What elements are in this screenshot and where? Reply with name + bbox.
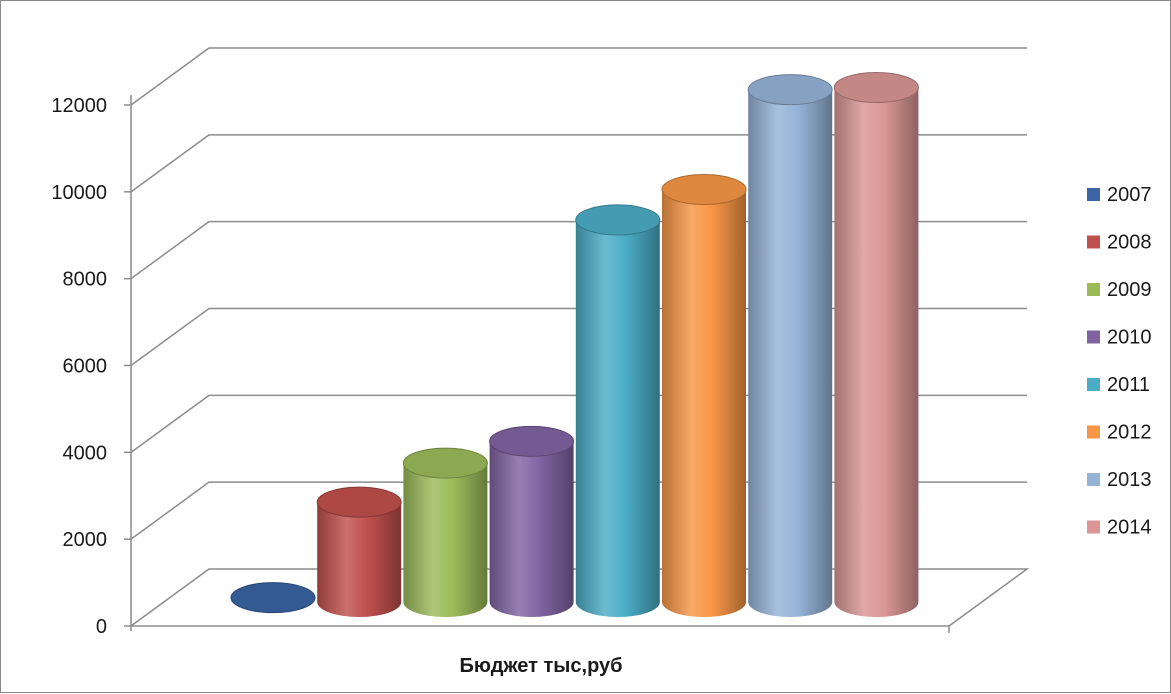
legend-item: 2011: [1087, 374, 1150, 396]
bar-body: [748, 89, 833, 618]
bar: [661, 174, 747, 617]
bar-body: [489, 441, 574, 617]
legend-item: 2012: [1087, 422, 1152, 444]
y-tick-label: 2000: [63, 529, 108, 551]
bar: [316, 486, 402, 618]
bar: [402, 447, 488, 618]
bar-top: [747, 74, 833, 106]
legend-swatch: [1087, 283, 1100, 296]
y-tick-label: 8000: [63, 269, 108, 291]
y-tick-label: 0: [96, 616, 107, 638]
bar: [575, 204, 661, 618]
legend-label: 2008: [1107, 232, 1152, 254]
y-tick-label: 12000: [51, 95, 107, 117]
bar-top: [833, 72, 919, 104]
legend-item: 2008: [1087, 232, 1152, 254]
y-tick-label: 10000: [51, 182, 107, 204]
bar-top: [489, 425, 575, 457]
legend-label: 2012: [1107, 422, 1152, 444]
legend-item: 2009: [1087, 279, 1152, 301]
bar-top: [575, 204, 661, 236]
legend-label: 2014: [1107, 517, 1152, 539]
bars: [230, 72, 919, 618]
legend-swatch: [1087, 188, 1100, 201]
bar: [833, 72, 919, 618]
bar-body: [403, 463, 488, 618]
legend-item: 2007: [1087, 184, 1152, 206]
legend-swatch: [1087, 520, 1100, 534]
legend-swatch: [1087, 378, 1100, 391]
legend-label: 2011: [1107, 374, 1150, 396]
bar-body: [662, 189, 746, 617]
bar-body: [317, 502, 402, 618]
bar-body: [834, 87, 919, 618]
legend: 2007 2008 2009 2010 2011 2012 2013 2014: [1087, 184, 1152, 539]
legend-swatch: [1087, 425, 1100, 439]
gridline: [130, 47, 1027, 106]
legend-swatch: [1087, 473, 1100, 486]
bar-top: [661, 174, 747, 206]
bar-top: [230, 582, 316, 614]
legend-label: 2010: [1107, 327, 1152, 349]
x-axis-title: Бюджет тыс,руб: [460, 655, 623, 677]
bar: [489, 425, 575, 617]
gridlines: [130, 47, 1027, 540]
legend-label: 2007: [1107, 184, 1152, 206]
legend-swatch: [1087, 330, 1100, 344]
bar-top: [402, 447, 488, 479]
bar: [747, 74, 833, 618]
y-axis: 0 2000 4000 6000 8000 10000 12000: [51, 95, 950, 638]
legend-label: 2013: [1107, 469, 1152, 491]
legend-label: 2009: [1107, 279, 1152, 301]
legend-swatch: [1087, 235, 1100, 249]
bar-top: [316, 486, 402, 518]
y-tick-label: 4000: [63, 442, 108, 464]
bar: [230, 582, 316, 614]
y-tick-label: 6000: [63, 356, 108, 378]
legend-item: 2013: [1087, 469, 1152, 491]
legend-item: 2014: [1087, 517, 1152, 539]
bar-body: [575, 219, 660, 618]
legend-item: 2010: [1087, 327, 1152, 349]
